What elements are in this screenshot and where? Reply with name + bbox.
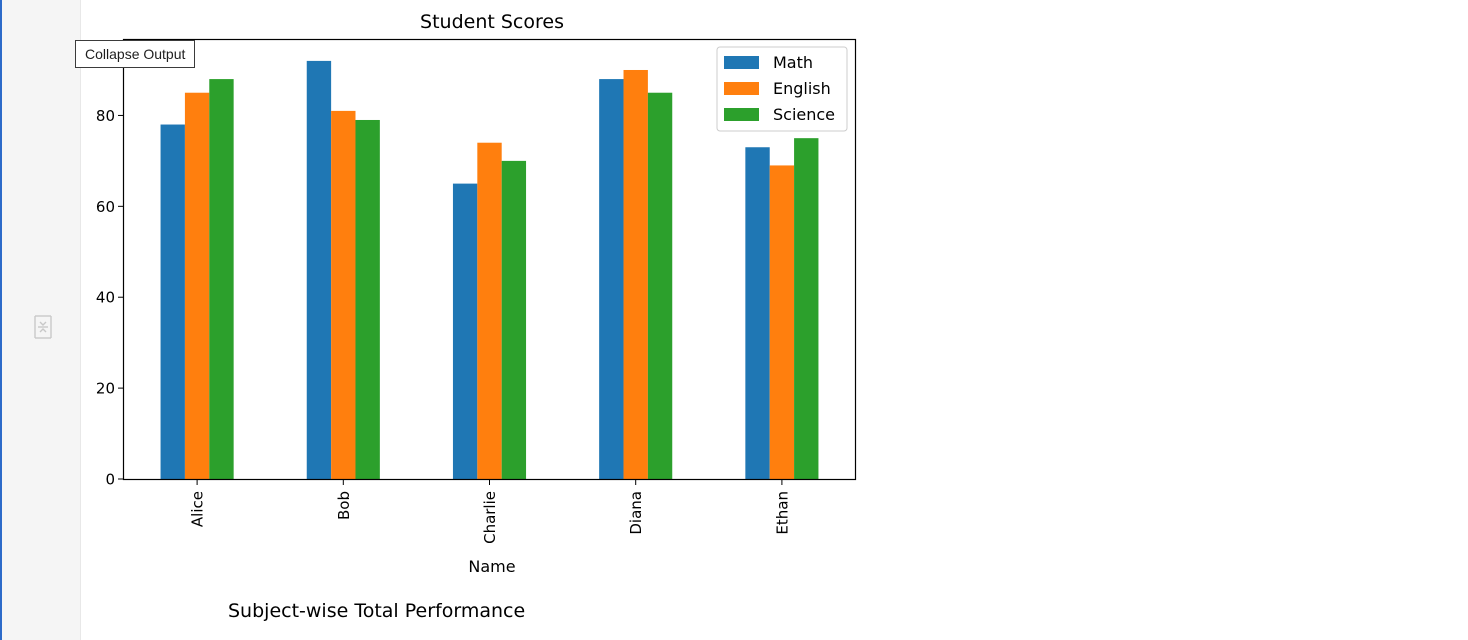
collapse-output-tooltip: Collapse Output [75, 40, 196, 68]
legend-swatch-science [724, 108, 759, 121]
x-tick-label: Alice [189, 491, 207, 527]
bar-science-alice [209, 79, 234, 479]
y-tick-label: 80 [96, 107, 115, 125]
bar-science-ethan [794, 138, 819, 479]
bar-math-bob [306, 60, 332, 480]
bar-math-charlie [452, 183, 478, 480]
y-tick-label: 0 [105, 471, 115, 489]
y-tick-label: 40 [96, 289, 115, 307]
bar-english-bob [331, 110, 356, 479]
x-axis-label: Name [468, 557, 515, 576]
chart-legend: Math English Science [716, 46, 848, 132]
y-tick-label: 20 [96, 380, 115, 398]
legend-label-english: English [773, 79, 831, 98]
bar-english-alice [184, 92, 210, 479]
y-tick-label: 60 [96, 198, 115, 216]
legend-label-math: Math [773, 53, 813, 72]
x-tick-label: Bob [335, 491, 353, 520]
x-tick-label: Charlie [481, 491, 499, 544]
x-tick-label: Diana [627, 491, 645, 535]
bar-science-charlie [501, 160, 527, 479]
bar-science-diana [647, 92, 673, 479]
bar-english-diana [623, 69, 648, 480]
chart-title: Student Scores [420, 11, 564, 33]
bar-english-charlie [477, 142, 502, 479]
bar-group [160, 60, 819, 480]
bar-english-ethan [769, 165, 795, 479]
legend-swatch-math [724, 56, 759, 69]
collapse-output-icon[interactable] [33, 314, 53, 340]
legend-swatch-english [724, 82, 759, 95]
next-chart-title: Subject-wise Total Performance [228, 600, 526, 622]
output-gutter[interactable] [2, 0, 81, 640]
bar-math-ethan [745, 147, 770, 479]
cell-focus-bar [0, 0, 2, 640]
bar-math-diana [599, 79, 624, 479]
legend-label-science: Science [773, 105, 835, 124]
y-axis: 0 20 40 60 80 [96, 107, 124, 489]
bar-science-bob [355, 119, 380, 479]
x-tick-label: Ethan [773, 491, 791, 535]
x-axis: Alice Bob Charlie Diana Ethan [189, 479, 791, 544]
bar-math-alice [160, 124, 185, 479]
